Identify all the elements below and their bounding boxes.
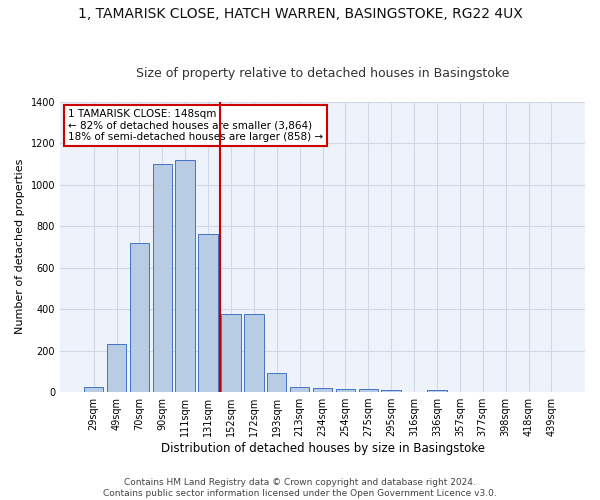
Y-axis label: Number of detached properties: Number of detached properties: [15, 159, 25, 334]
Title: Size of property relative to detached houses in Basingstoke: Size of property relative to detached ho…: [136, 66, 509, 80]
Bar: [313, 388, 332, 392]
Bar: [130, 242, 149, 392]
Bar: [359, 389, 378, 392]
Bar: [84, 387, 103, 392]
Bar: [290, 387, 310, 392]
Bar: [244, 314, 263, 392]
Bar: [382, 390, 401, 392]
Bar: [107, 344, 126, 392]
X-axis label: Distribution of detached houses by size in Basingstoke: Distribution of detached houses by size …: [161, 442, 485, 455]
Bar: [335, 388, 355, 392]
Bar: [427, 390, 446, 392]
Bar: [199, 234, 218, 392]
Bar: [267, 374, 286, 392]
Bar: [152, 164, 172, 392]
Bar: [175, 160, 195, 392]
Bar: [221, 314, 241, 392]
Text: Contains HM Land Registry data © Crown copyright and database right 2024.
Contai: Contains HM Land Registry data © Crown c…: [103, 478, 497, 498]
Text: 1 TAMARISK CLOSE: 148sqm
← 82% of detached houses are smaller (3,864)
18% of sem: 1 TAMARISK CLOSE: 148sqm ← 82% of detach…: [68, 109, 323, 142]
Text: 1, TAMARISK CLOSE, HATCH WARREN, BASINGSTOKE, RG22 4UX: 1, TAMARISK CLOSE, HATCH WARREN, BASINGS…: [77, 8, 523, 22]
